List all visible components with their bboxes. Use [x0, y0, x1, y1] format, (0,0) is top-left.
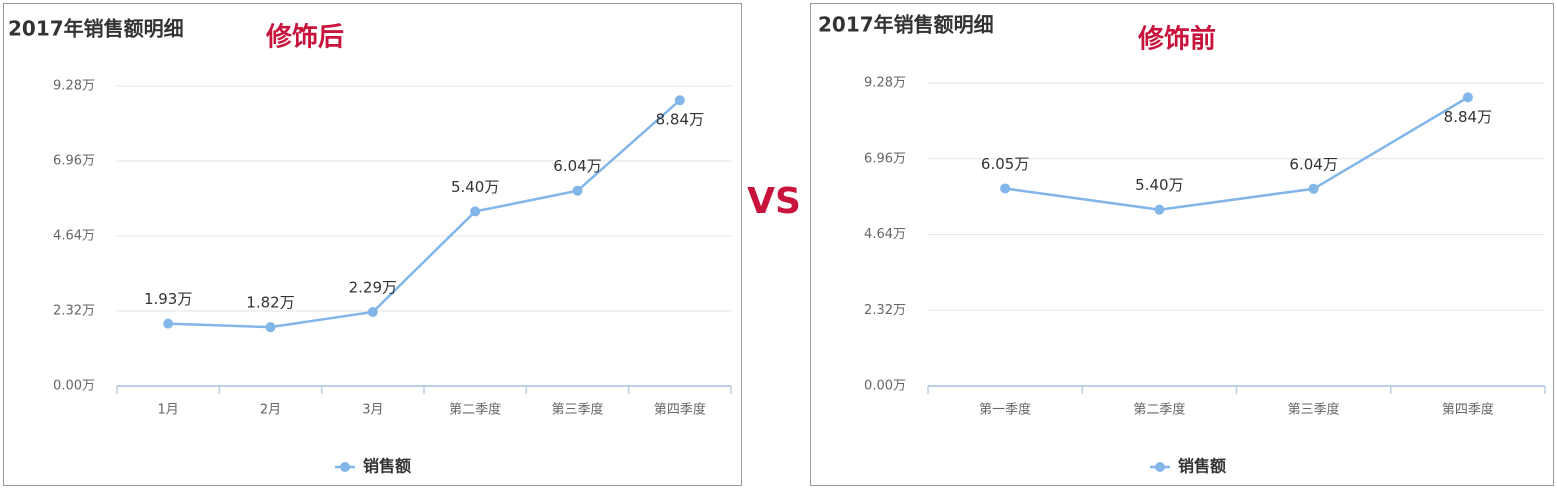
data-label: 1.82万: [246, 294, 294, 312]
x-tick-label: 第三季度: [551, 402, 603, 418]
point: [470, 206, 481, 217]
x-tick-label: 第三季度: [1288, 402, 1340, 418]
data-label: 1.93万: [144, 290, 192, 308]
x-tick-label: 第四季度: [1442, 402, 1494, 418]
vs-label: VS: [747, 181, 801, 222]
y-tick-label: 2.32万: [864, 303, 906, 318]
point: [674, 95, 685, 106]
point: [1462, 92, 1473, 103]
y-tick-label: 9.28万: [53, 79, 95, 94]
x-tick-label: 3月: [362, 403, 383, 418]
data-label: 8.84万: [656, 111, 704, 129]
y-tick-label: 6.96万: [53, 154, 95, 169]
data-label: 8.84万: [1444, 108, 1492, 126]
x-tick-label: 1月: [158, 403, 179, 418]
legend-marker: [1155, 462, 1165, 472]
data-label: 6.04万: [1289, 155, 1337, 173]
legend-label: 销售额: [363, 457, 411, 476]
point: [1000, 183, 1011, 194]
point: [572, 185, 583, 196]
point: [367, 306, 378, 317]
y-tick-label: 0.00万: [864, 379, 906, 394]
chart-title: 2017年销售额明细: [818, 13, 994, 37]
x-tick-label: 第一季度: [979, 402, 1031, 418]
annotation: 修饰后: [265, 22, 344, 53]
data-label: 2.29万: [349, 278, 397, 296]
chart-frame: [810, 3, 1554, 486]
line: [1004, 96, 1469, 211]
x-tick-label: 第二季度: [1133, 402, 1185, 418]
x-tick-label: 第四季度: [654, 402, 706, 418]
y-tick-label: 4.64万: [864, 227, 906, 242]
data-label: 6.04万: [553, 157, 601, 175]
x-tick-label: 第二季度: [449, 402, 501, 418]
data-label: 5.40万: [1135, 176, 1183, 194]
legend-marker: [340, 462, 350, 472]
y-tick-label: 9.28万: [864, 76, 906, 91]
chart-title: 2017年销售额明细: [8, 17, 184, 41]
point: [265, 322, 276, 333]
data-label: 5.40万: [451, 178, 499, 196]
x-tick-label: 2月: [260, 403, 281, 418]
y-tick-label: 4.64万: [53, 229, 95, 244]
line: [168, 99, 681, 329]
data-label: 6.05万: [981, 155, 1029, 173]
legend-label: 销售额: [1178, 457, 1226, 476]
point: [1308, 183, 1319, 194]
point: [163, 318, 174, 329]
y-tick-label: 0.00万: [53, 379, 95, 394]
y-tick-label: 2.32万: [53, 304, 95, 319]
chart-frame: [3, 3, 742, 486]
y-tick-label: 6.96万: [864, 151, 906, 166]
point: [1154, 204, 1165, 215]
annotation: 修饰前: [1137, 24, 1216, 55]
